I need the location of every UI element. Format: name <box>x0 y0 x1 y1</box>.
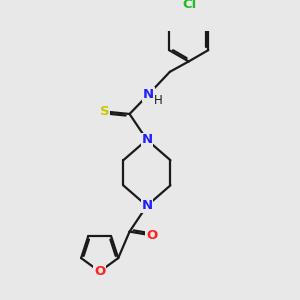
Text: N: N <box>143 88 154 101</box>
Text: H: H <box>154 94 163 106</box>
Text: N: N <box>141 133 152 146</box>
Text: Cl: Cl <box>182 0 196 11</box>
Text: O: O <box>94 265 105 278</box>
Text: O: O <box>146 229 157 242</box>
Text: S: S <box>100 105 109 118</box>
Text: N: N <box>141 199 152 212</box>
